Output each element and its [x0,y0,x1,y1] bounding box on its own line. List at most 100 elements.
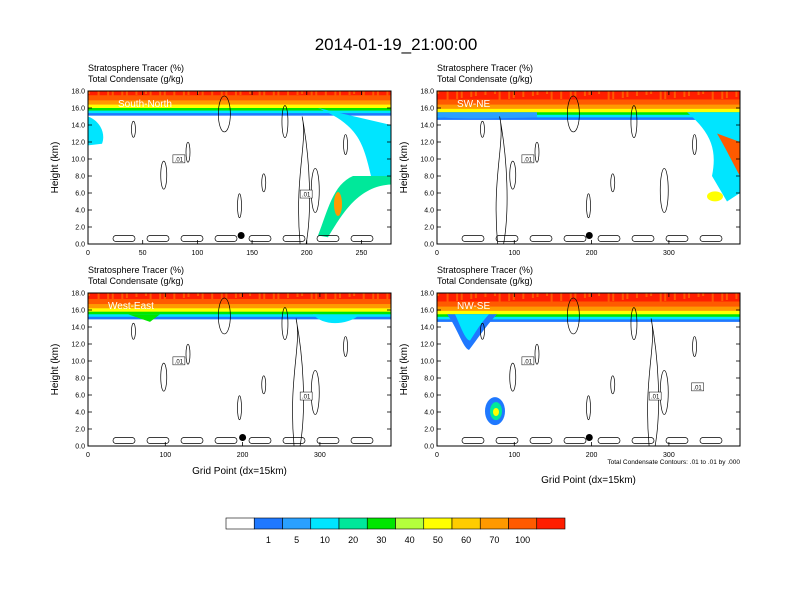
cloud-contour [237,193,242,219]
tracer-streak [338,91,341,96]
colorbar-swatch [451,517,481,530]
tracer-streak [470,91,473,97]
tracer-streak [310,91,313,100]
y-tick-label: 16.0 [420,106,434,113]
tracer-streak [286,91,289,96]
surface-contour [146,235,170,242]
surface-contour [597,437,621,444]
y-tick-label: 8.0 [424,376,434,383]
y-tick-label: 2.0 [75,225,85,232]
tracer-intrusion [313,314,358,324]
y-tick-label: 14.0 [71,325,85,332]
tracer-streak [315,91,318,99]
panel-2: Stratosphere Tracer (%)Total Condensate … [399,63,741,257]
y-tick-label: 0.0 [75,242,85,249]
tracer-streak [353,91,356,94]
y-tick-label: 16.0 [71,106,85,113]
tracer-streak [145,293,148,296]
tracer-streak [258,91,261,100]
panel-label: SW-NE [457,99,490,110]
tracer-streak [522,293,525,299]
tracer-blob [493,408,499,416]
tracer-streak [239,91,242,95]
tracer-streak [512,91,515,98]
tracer-field [88,293,391,324]
tracer-streak [182,91,185,96]
tracer-streak [437,91,439,94]
tracer-streak [372,293,375,301]
tracer-streak [145,91,148,94]
contour-label: .01 [302,193,311,199]
surface-contour [495,437,519,444]
tracer-intrusion [318,108,391,181]
location-marker [585,232,593,239]
tracer-streak [687,293,690,298]
cloud-contour [218,297,231,335]
cloud-contour [509,160,517,190]
y-tick-label: 0.0 [75,444,85,451]
colorbar-swatch [395,517,425,530]
surface-contour [146,437,170,444]
tracer-streak [474,91,477,96]
y-tick-label: 6.0 [424,393,434,400]
tracer-streak [97,293,100,302]
surface-contour [214,437,238,444]
cloud-contour [310,370,320,415]
tracer-streak [338,293,341,298]
tracer-streak [531,91,534,96]
y-tick-label: 16.0 [420,308,434,315]
cloud-contour [659,168,669,213]
tracer-streak [286,293,289,298]
tracer-streak [673,293,676,300]
x-axis-label: Grid Point (dx=15km) [541,475,636,486]
y-tick-label: 2.0 [75,427,85,434]
tracer-streak [376,293,379,300]
tracer-intrusion [437,112,537,119]
tracer-streak [121,293,124,299]
tracer-streak [149,91,152,100]
tracer-streak [711,293,714,302]
colorbar-label: 50 [433,535,443,545]
tracer-streak [725,91,728,98]
cloud-contour [281,105,289,138]
tracer-streak [211,293,214,301]
tracer-streak [173,91,176,97]
surface-contour [350,437,374,444]
tracer-intrusion [687,112,740,202]
panel-4: Stratosphere Tracer (%)Total Condensate … [399,265,741,486]
tracer-streak [531,293,534,298]
tracer-core [707,191,723,202]
tracer-streak [111,91,114,98]
y-tick-label: 14.0 [71,123,85,130]
surface-contour [316,437,340,444]
tracer-streak [173,293,176,299]
surface-contour [699,437,723,444]
cloud-contour [131,322,136,340]
tracer-streak [111,293,114,300]
x-tick-label: 250 [356,250,368,257]
y-tick-label: 0.0 [424,444,434,451]
tracer-streak [512,293,515,300]
tracer-streak [588,91,591,95]
contour-label-box [172,356,186,366]
cloud-contour [185,343,191,365]
tracer-streak [687,91,690,96]
tracer-streak [484,293,487,297]
cloud-contour [218,95,231,133]
y-tick-label: 8.0 [75,376,85,383]
tracer-streak [626,91,629,97]
tracer-streak [474,293,477,298]
surface-contour [112,235,136,242]
cloud-contour [586,395,591,421]
surface-contour [563,235,587,242]
cloud-contour [534,141,540,163]
contour-label: .01 [175,157,184,163]
y-tick-label: 0.0 [424,242,434,249]
tracer-streak [498,91,501,100]
surface-contour [529,235,553,242]
contour-footnote: Total Condensate Contours: .01 to .01 by… [607,459,740,466]
tracer-streak [484,91,487,95]
tracer-band [437,91,740,100]
tracer-streak [550,293,553,302]
tracer-streak [612,293,615,301]
